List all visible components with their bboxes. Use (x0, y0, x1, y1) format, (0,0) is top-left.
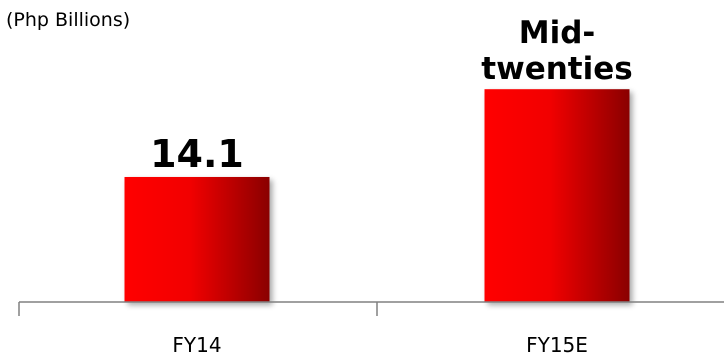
labels-group: 14.1 FY14 Mid-twenties FY15E (150, 15, 633, 357)
data-label-fy15e-line-2: twenties (481, 51, 632, 87)
x-axis (18, 301, 724, 316)
data-label-fy15e-line-1: Mid- (519, 15, 596, 51)
bar-fy14 (124, 176, 270, 302)
data-label-fy14-line-1: 14.1 (150, 132, 244, 176)
x-tick-label-fy15e: FY15E (526, 333, 588, 357)
x-tick-label-fy14: FY14 (172, 333, 221, 357)
bar-fy15e (484, 89, 630, 302)
bars-group (124, 89, 630, 302)
unit-label: (Php Billions) (6, 9, 131, 31)
